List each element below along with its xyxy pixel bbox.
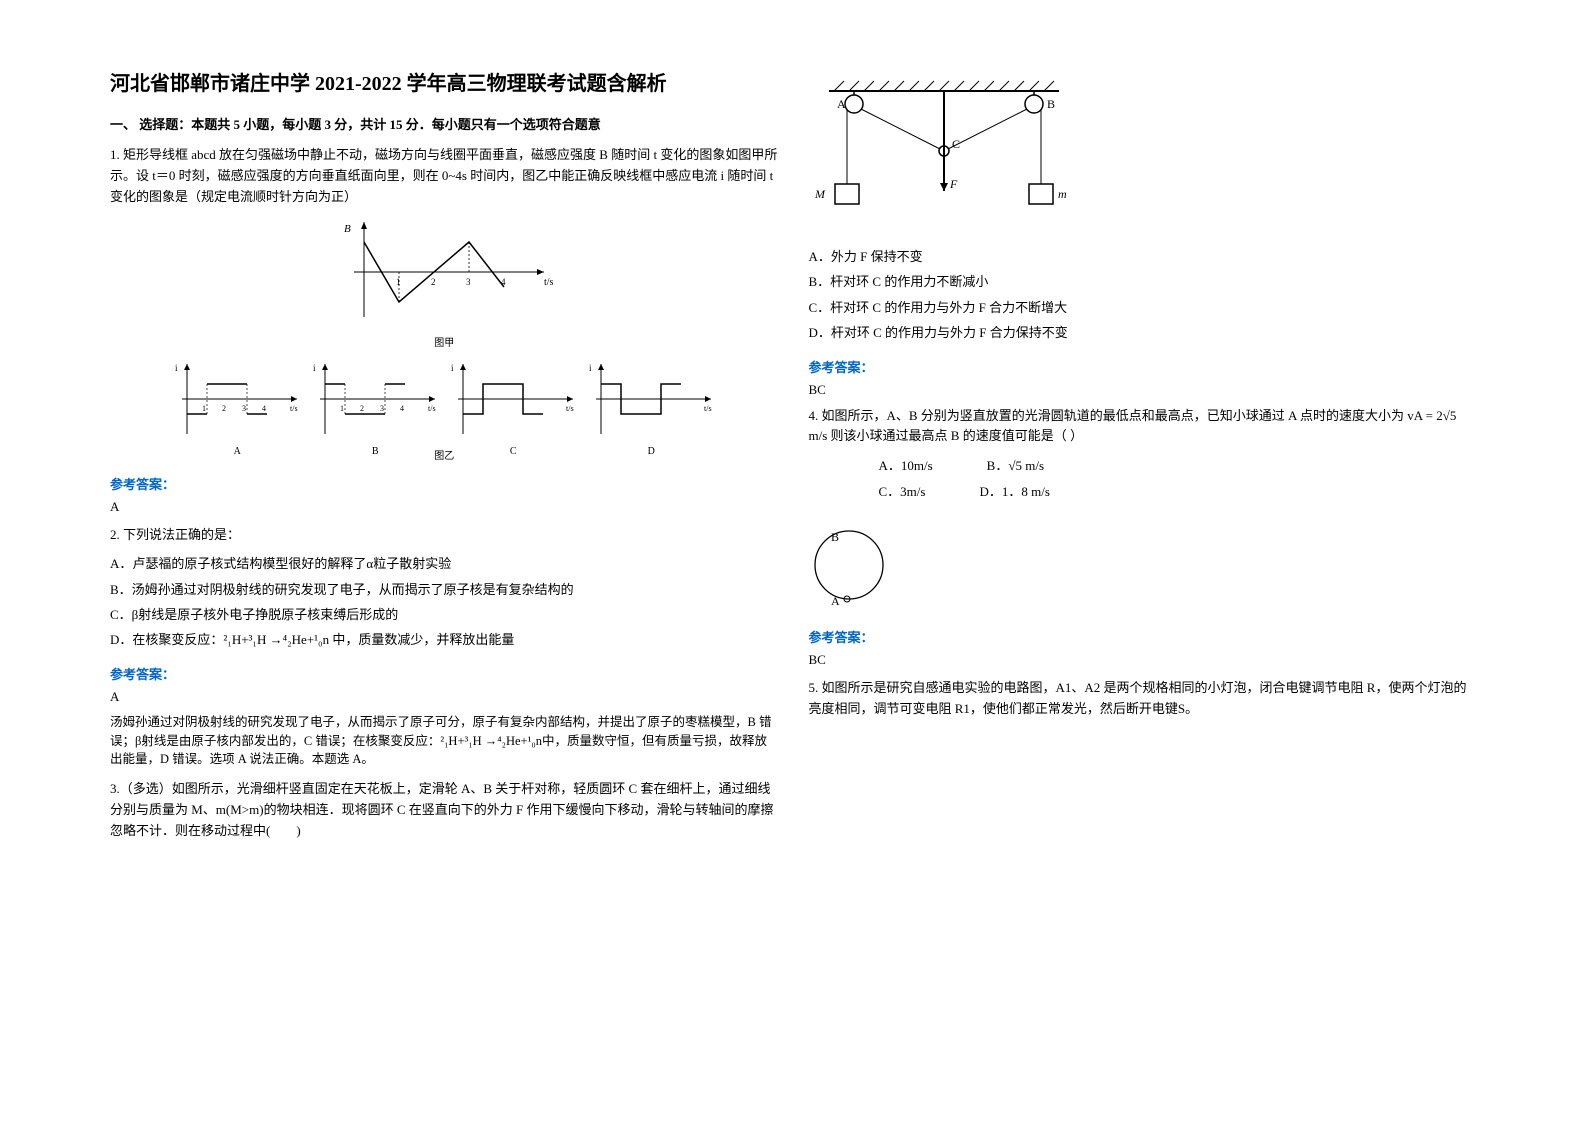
q3-opt-d: D．杆对环 C 的作用力与外力 F 合力保持不变	[809, 321, 1478, 344]
question-5: 5. 如图所示是研究自感通电实验的电路图，A1、A2 是两个规格相同的小灯泡，闭…	[809, 678, 1478, 720]
left-column: 河北省邯郸市诸庄中学 2021-2022 学年高三物理联考试题含解析 一、 选择…	[95, 70, 794, 1052]
q1-answer: A	[110, 499, 779, 515]
q1-option-d-graph: i t/s D	[586, 359, 716, 439]
q4-stem: 4. 如图所示，A、B 分别为竖直放置的光滑圆轨道的最低点和最高点，已知小球通过…	[809, 406, 1478, 448]
svg-text:i: i	[175, 363, 178, 373]
svg-text:i: i	[589, 363, 592, 373]
question-2: 2. 下列说法正确的是： A．卢瑟福的原子核式结构模型很好的解释了α粒子散射实验…	[110, 525, 779, 769]
q2-answer: A	[110, 689, 779, 705]
q3-answer: BC	[809, 382, 1478, 398]
q4-stem-a: 4. 如图所示，A、B 分别为竖直放置的光滑圆轨道的最低点和最高点，已知小球通过…	[809, 408, 1404, 423]
question-3-stem-block: 3.（多选）如图所示，光滑细杆竖直固定在天花板上，定滑轮 A、B 关于杆对称，轻…	[110, 779, 779, 841]
q3-figure: A B C M m F	[809, 76, 1478, 231]
q4-stem-b: 则该小球通过最高点 B 的速度值可能是（ ）	[831, 428, 1083, 443]
q2-answer-label: 参考答案：	[110, 664, 779, 683]
q3-label-B: B	[1047, 97, 1055, 111]
q5-stem: 5. 如图所示是研究自感通电实验的电路图，A1、A2 是两个规格相同的小灯泡，闭…	[809, 678, 1478, 720]
svg-text:2: 2	[360, 404, 364, 413]
q3-opt-a: A．外力 F 保持不变	[809, 245, 1478, 268]
svg-text:t/s: t/s	[290, 404, 298, 413]
q2-opt-c: C．β射线是原子核外电子挣脱原子核束缚后形成的	[110, 603, 779, 626]
svg-text:4: 4	[400, 404, 404, 413]
svg-text:i: i	[451, 363, 454, 373]
svg-text:i: i	[313, 363, 316, 373]
q1-option-c-graph: i t/s C	[448, 359, 578, 439]
q1-opt-c-label: C	[448, 446, 578, 457]
svg-text:B: B	[344, 223, 351, 235]
q2-explain: 汤姆孙通过对阴极射线的研究发现了电子，从而揭示了原子可分，原子有复杂内部结构，并…	[110, 713, 779, 769]
q4-opt-c: C．3m/s	[879, 479, 926, 505]
q2-opt-b: B．汤姆孙通过对阴极射线的研究发现了电子，从而揭示了原子核是有复杂结构的	[110, 578, 779, 601]
q3-stem: 3.（多选）如图所示，光滑细杆竖直固定在天花板上，定滑轮 A、B 关于杆对称，轻…	[110, 779, 779, 841]
question-1: 1. 矩形导线框 abcd 放在匀强磁场中静止不动，磁场方向与线圈平面垂直，磁感…	[110, 145, 779, 515]
svg-text:3: 3	[242, 404, 246, 413]
section1-heading: 一、 选择题：本题共 5 小题，每小题 3 分，共计 15 分．每小题只有一个选…	[110, 114, 779, 133]
q3-label-m: m	[1058, 187, 1067, 201]
q1-caption-top: 图甲	[110, 334, 779, 349]
q3-answer-label: 参考答案：	[809, 357, 1478, 376]
right-column: A B C M m F A．外力 F 保持不变 B．杆对环 C 的作用力不断减小…	[794, 70, 1493, 1052]
svg-text:1: 1	[202, 404, 206, 413]
svg-text:1: 1	[396, 277, 401, 287]
svg-text:4: 4	[262, 404, 266, 413]
svg-text:2: 2	[431, 277, 436, 287]
q4-answer: BC	[809, 652, 1478, 668]
svg-text:t/s: t/s	[566, 404, 574, 413]
q4-opt-d: D．1．8 m/s	[979, 479, 1049, 505]
q3-label-M: M	[814, 187, 826, 201]
q3-opt-c: C．杆对环 C 的作用力与外力 F 合力不断增大	[809, 296, 1478, 319]
page-title: 河北省邯郸市诸庄中学 2021-2022 学年高三物理联考试题含解析	[110, 70, 779, 98]
q3-opt-b: B．杆对环 C 的作用力不断减小	[809, 270, 1478, 293]
q4-figure: B A	[809, 515, 889, 615]
q1-answer-label: 参考答案：	[110, 474, 779, 493]
q4-opt-b: B．√5 m/s	[987, 453, 1044, 479]
svg-text:1: 1	[340, 404, 344, 413]
q2-opt-d: D．在核聚变反应：²₁H+³₁H →⁴₂He+¹₀n 中，质量数减少，并释放出能…	[110, 628, 779, 651]
svg-text:t/s: t/s	[704, 404, 712, 413]
svg-text:t/s: t/s	[428, 404, 436, 413]
q1-option-a-graph: i t/s 12 34 A	[172, 359, 302, 439]
svg-text:3: 3	[380, 404, 384, 413]
q1-stem: 1. 矩形导线框 abcd 放在匀强磁场中静止不动，磁场方向与线圈平面垂直，磁感…	[110, 145, 779, 207]
q4-opt-a: A．10m/s	[879, 453, 933, 479]
svg-text:2: 2	[222, 404, 226, 413]
svg-text:t/s: t/s	[544, 277, 554, 288]
q1-opt-b-label: B	[310, 446, 440, 457]
question-4: 4. 如图所示，A、B 分别为竖直放置的光滑圆轨道的最低点和最高点，已知小球通过…	[809, 406, 1478, 669]
q1-opt-d-label: D	[586, 446, 716, 457]
q1-figure-top: B t/s 1 2 3 4 图甲	[110, 217, 779, 349]
q4-label-B: B	[831, 530, 839, 544]
q4-answer-label: 参考答案：	[809, 627, 1478, 646]
svg-text:3: 3	[466, 277, 471, 287]
q3-label-A: A	[837, 97, 846, 111]
q1-option-b-graph: i t/s 12 34 B	[310, 359, 440, 439]
q2-opt-a: A．卢瑟福的原子核式结构模型很好的解释了α粒子散射实验	[110, 552, 779, 575]
q1-opt-a-label: A	[172, 446, 302, 457]
q1-options-row: i t/s 12 34 A i	[110, 359, 779, 439]
q2-stem: 2. 下列说法正确的是：	[110, 525, 779, 546]
q3-label-F: F	[949, 177, 958, 191]
q4-label-A: A	[831, 594, 840, 608]
